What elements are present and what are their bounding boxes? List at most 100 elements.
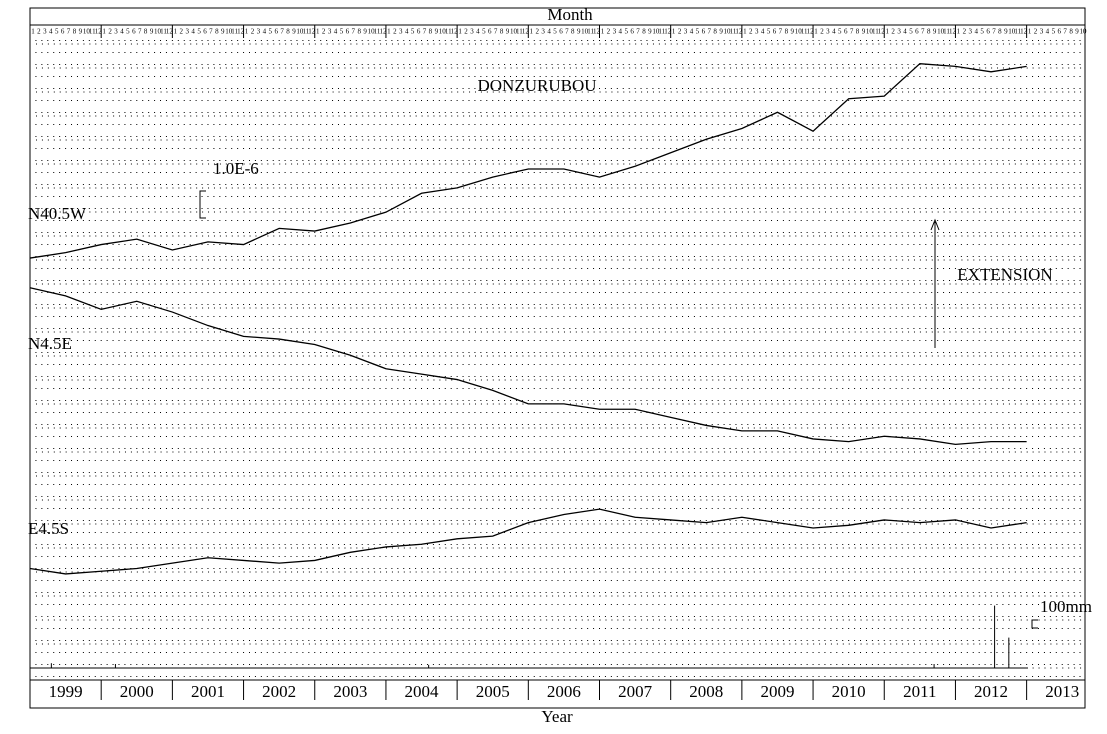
month-label: 3 xyxy=(541,28,545,36)
month-label: 11 xyxy=(89,28,96,36)
month-label: 6 xyxy=(844,28,848,36)
month-label: 10 xyxy=(83,28,91,36)
x-tick-label: 2007 xyxy=(618,682,653,701)
series-label: E4.5S xyxy=(28,519,69,538)
rain-scale-label: 100mm xyxy=(1040,597,1092,616)
month-label: 12 xyxy=(308,28,316,36)
month-label: 2 xyxy=(393,28,397,36)
month-label: 9 xyxy=(79,28,83,36)
month-label: 1 xyxy=(885,28,889,36)
month-label: 7 xyxy=(1063,28,1067,36)
month-label: 9 xyxy=(933,28,937,36)
month-label: 9 xyxy=(577,28,581,36)
month-label: 2 xyxy=(464,28,468,36)
month-label: 8 xyxy=(785,28,789,36)
rain-scale-bar xyxy=(1031,619,1038,629)
month-label: 2 xyxy=(820,28,824,36)
month-label: 4 xyxy=(476,28,480,36)
month-label: 7 xyxy=(209,28,213,36)
month-label: 7 xyxy=(992,28,996,36)
month-label: 12 xyxy=(379,28,387,36)
month-label: 11 xyxy=(445,28,452,36)
month-label: 5 xyxy=(909,28,913,36)
month-label: 12 xyxy=(878,28,886,36)
month-label: 8 xyxy=(286,28,290,36)
month-label: 2 xyxy=(607,28,611,36)
x-tick-label: 2008 xyxy=(689,682,723,701)
month-label: 2 xyxy=(891,28,895,36)
month-label: 6 xyxy=(630,28,634,36)
month-label: 5 xyxy=(269,28,273,36)
month-axis-label: Month xyxy=(547,5,593,24)
month-label: 5 xyxy=(411,28,415,36)
month-label: 11 xyxy=(943,28,950,36)
x-tick-label: 2010 xyxy=(832,682,866,701)
month-label: 4 xyxy=(974,28,978,36)
month-label: 3 xyxy=(826,28,830,36)
month-label: 1 xyxy=(814,28,818,36)
month-label: 4 xyxy=(1046,28,1050,36)
month-label: 10 xyxy=(724,28,732,36)
month-label: 11 xyxy=(302,28,309,36)
month-label: 12 xyxy=(237,28,245,36)
month-label: 6 xyxy=(417,28,421,36)
month-label: 8 xyxy=(73,28,77,36)
month-label: 7 xyxy=(636,28,640,36)
month-label: 9 xyxy=(363,28,367,36)
month-label: 2 xyxy=(180,28,184,36)
month-label: 2 xyxy=(963,28,967,36)
month-label: 3 xyxy=(1040,28,1044,36)
month-label: 3 xyxy=(470,28,474,36)
month-label: 9 xyxy=(150,28,154,36)
month-label: 6 xyxy=(559,28,563,36)
month-label: 7 xyxy=(423,28,427,36)
month-label: 11 xyxy=(1014,28,1021,36)
month-label: 3 xyxy=(43,28,47,36)
month-label: 4 xyxy=(191,28,195,36)
month-label: 2 xyxy=(678,28,682,36)
month-label: 1 xyxy=(458,28,462,36)
month-label: 8 xyxy=(642,28,646,36)
month-label: 12 xyxy=(807,28,815,36)
month-label: 5 xyxy=(1052,28,1056,36)
month-label: 6 xyxy=(773,28,777,36)
x-tick-label: 2000 xyxy=(120,682,154,701)
month-label: 10 xyxy=(368,28,376,36)
month-label: 2 xyxy=(322,28,326,36)
month-label: 11 xyxy=(730,28,737,36)
strain-scale-label: 1.0E-6 xyxy=(213,159,259,178)
month-label: 9 xyxy=(435,28,439,36)
month-label: 9 xyxy=(1004,28,1008,36)
month-label: 3 xyxy=(755,28,759,36)
month-label: 9 xyxy=(506,28,510,36)
strain-line xyxy=(29,287,1027,445)
month-label: 5 xyxy=(624,28,628,36)
month-label: 3 xyxy=(969,28,973,36)
month-label: 1 xyxy=(601,28,605,36)
month-label: 9 xyxy=(719,28,723,36)
month-label: 9 xyxy=(648,28,652,36)
extension-arrow-head xyxy=(930,218,940,231)
month-label: 3 xyxy=(257,28,261,36)
month-label: 5 xyxy=(482,28,486,36)
month-label: 10 xyxy=(296,28,304,36)
month-label: 11 xyxy=(801,28,808,36)
month-label: 4 xyxy=(690,28,694,36)
month-label: 2 xyxy=(1034,28,1038,36)
month-label: 8 xyxy=(1069,28,1073,36)
month-label: 1 xyxy=(316,28,320,36)
month-label: 4 xyxy=(903,28,907,36)
month-label: 11 xyxy=(160,28,167,36)
month-label: 10 xyxy=(225,28,233,36)
month-label: 9 xyxy=(221,28,225,36)
month-label: 4 xyxy=(263,28,267,36)
month-label: 11 xyxy=(516,28,523,36)
month-label: 4 xyxy=(334,28,338,36)
month-label: 4 xyxy=(547,28,551,36)
month-label: 7 xyxy=(138,28,142,36)
x-tick-label: 2013 xyxy=(1045,682,1079,701)
month-label: 8 xyxy=(998,28,1002,36)
month-label: 10 xyxy=(439,28,447,36)
x-tick-label: 2001 xyxy=(191,682,225,701)
month-label: 4 xyxy=(619,28,623,36)
